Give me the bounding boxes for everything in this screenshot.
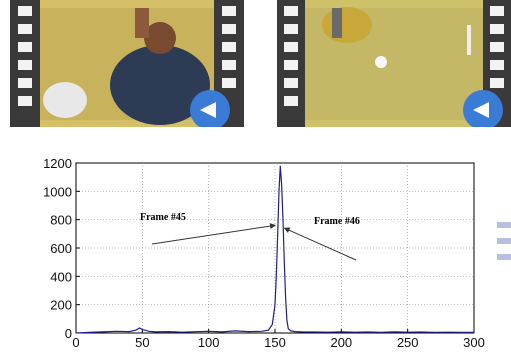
decorative-stripe: [497, 238, 511, 244]
y-tick-label: 1000: [43, 184, 72, 199]
y-tick-label: 800: [50, 213, 72, 228]
x-tick-label: 100: [198, 335, 220, 350]
annotation-frame-46: Frame #46: [314, 216, 360, 227]
histogram-difference-chart: 0 50 100 150 200 250 300 0 200 400 600 800 1000 1200…: [43, 156, 485, 350]
x-tick-label: 150: [264, 335, 286, 350]
y-axis-ticks: 0 200 400 600 800 1000 1200: [43, 156, 80, 341]
annotation-arrow-46: [283, 227, 357, 261]
y-tick-label: 1200: [43, 156, 72, 171]
series-group: [75, 165, 475, 334]
annotation-frame-45: Frame #45: [140, 212, 186, 223]
decorative-stripe: [497, 254, 511, 260]
x-tick-label: 300: [463, 335, 485, 350]
x-tick-label: 0: [72, 335, 79, 350]
y-tick-label: 600: [50, 241, 72, 256]
x-tick-label: 250: [397, 335, 419, 350]
x-tick-label: 50: [135, 335, 149, 350]
annotations-group: Frame #45 Frame #46: [140, 212, 360, 261]
decorative-stripe: [497, 222, 511, 228]
series-line: [75, 165, 475, 334]
annotation-arrow-45: [151, 223, 276, 245]
y-tick-label: 0: [65, 326, 72, 341]
y-tick-label: 400: [50, 269, 72, 284]
video-frame-46-thumbnail: [277, 0, 511, 127]
y-tick-label: 200: [50, 298, 72, 313]
x-tick-label: 200: [330, 335, 352, 350]
x-axis-ticks: 0 50 100 150 200 250 300: [72, 329, 485, 350]
video-frame-45-thumbnail: [10, 0, 244, 127]
